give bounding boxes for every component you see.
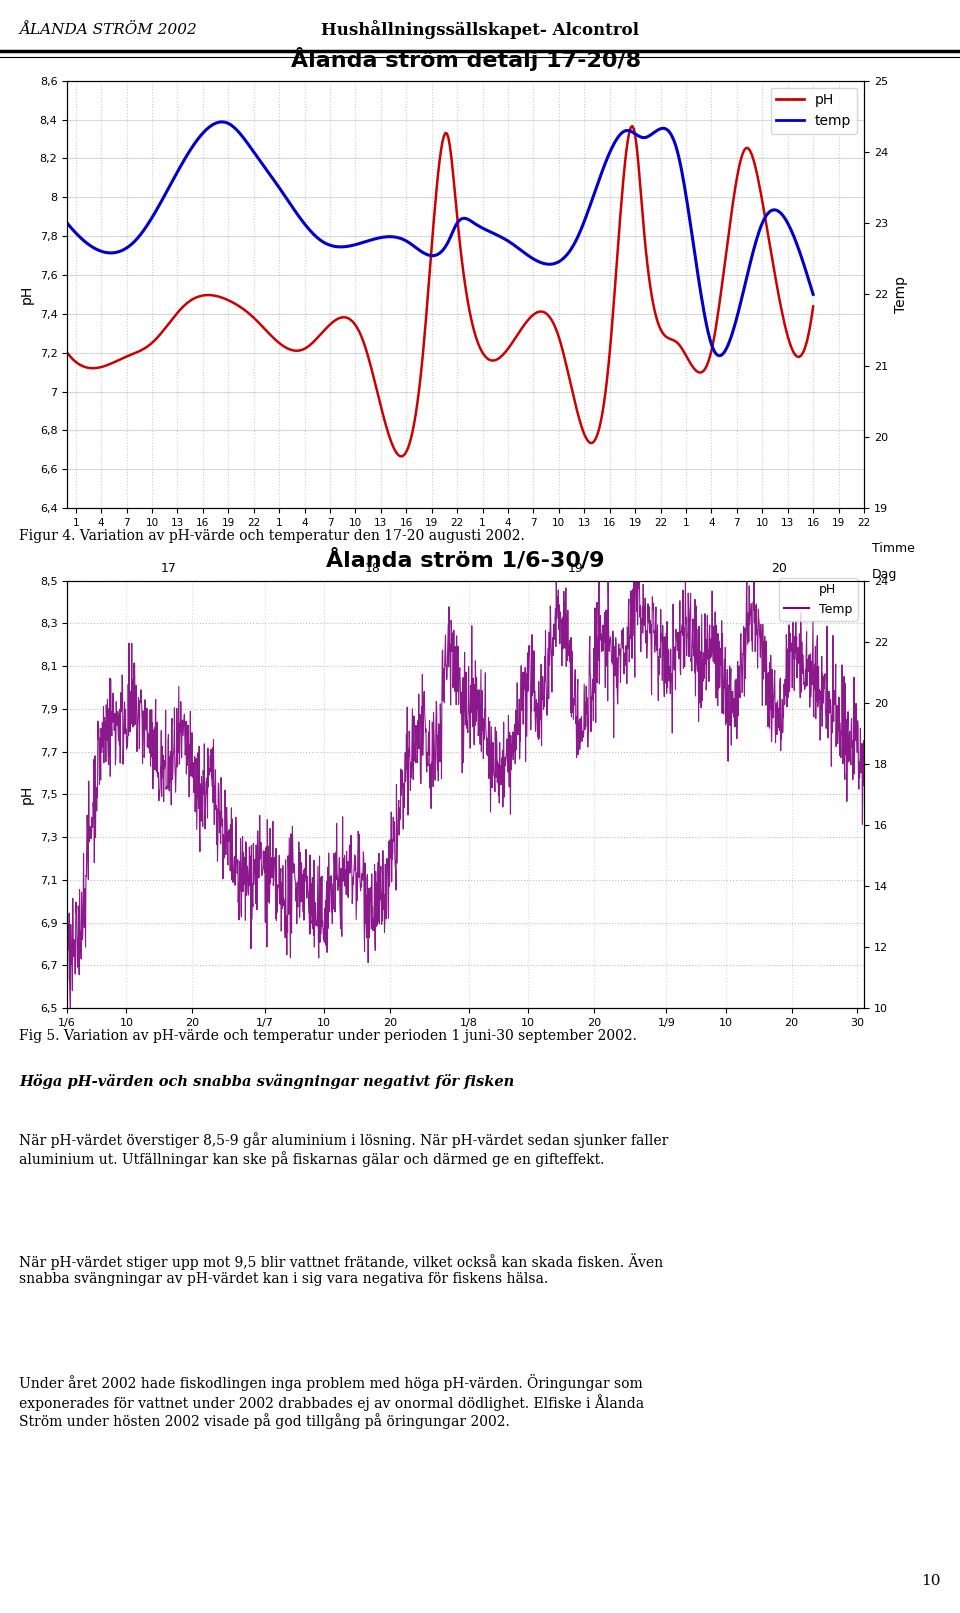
Text: Timme: Timme (872, 542, 915, 555)
Text: Under året 2002 hade fiskodlingen inga problem med höga pH-värden. Öringungar so: Under året 2002 hade fiskodlingen inga p… (19, 1374, 644, 1429)
Text: 10: 10 (922, 1574, 941, 1587)
Text: Höga pH-värden och snabba svängningar negativt för fisken: Höga pH-värden och snabba svängningar ne… (19, 1074, 515, 1089)
Y-axis label: Temp: Temp (894, 276, 907, 313)
Y-axis label: pH: pH (20, 286, 35, 303)
Title: Ålanda ström 1/6-30/9: Ålanda ström 1/6-30/9 (326, 550, 605, 571)
Text: 20: 20 (771, 563, 787, 576)
Text: När pH-värdet stiger upp mot 9,5 blir vattnet frätande, vilket också kan skada f: När pH-värdet stiger upp mot 9,5 blir va… (19, 1253, 663, 1286)
Y-axis label: pH: pH (20, 786, 35, 803)
Text: Dag: Dag (872, 568, 898, 581)
Legend: pH, Temp: pH, Temp (780, 579, 857, 621)
Text: Hushållningssällskapet- Alcontrol: Hushållningssällskapet- Alcontrol (321, 21, 639, 39)
Text: 18: 18 (365, 563, 380, 576)
Text: Figur 4. Variation av pH-värde och temperatur den 17-20 augusti 2002.: Figur 4. Variation av pH-värde och tempe… (19, 529, 525, 544)
Text: När pH-värdet överstiger 8,5-9 går aluminium i lösning. När pH-värdet sedan sjun: När pH-värdet överstiger 8,5-9 går alumi… (19, 1132, 668, 1166)
Title: Ålanda ström detalj 17-20/8: Ålanda ström detalj 17-20/8 (291, 47, 640, 71)
Legend: pH, temp: pH, temp (771, 87, 857, 134)
Text: Fig 5. Variation av pH-värde och temperatur under perioden 1 juni-30 september 2: Fig 5. Variation av pH-värde och tempera… (19, 1029, 637, 1044)
Text: 17: 17 (161, 563, 177, 576)
Text: 19: 19 (568, 563, 584, 576)
Text: ÅLANDA STRÖM 2002: ÅLANDA STRÖM 2002 (19, 23, 197, 37)
